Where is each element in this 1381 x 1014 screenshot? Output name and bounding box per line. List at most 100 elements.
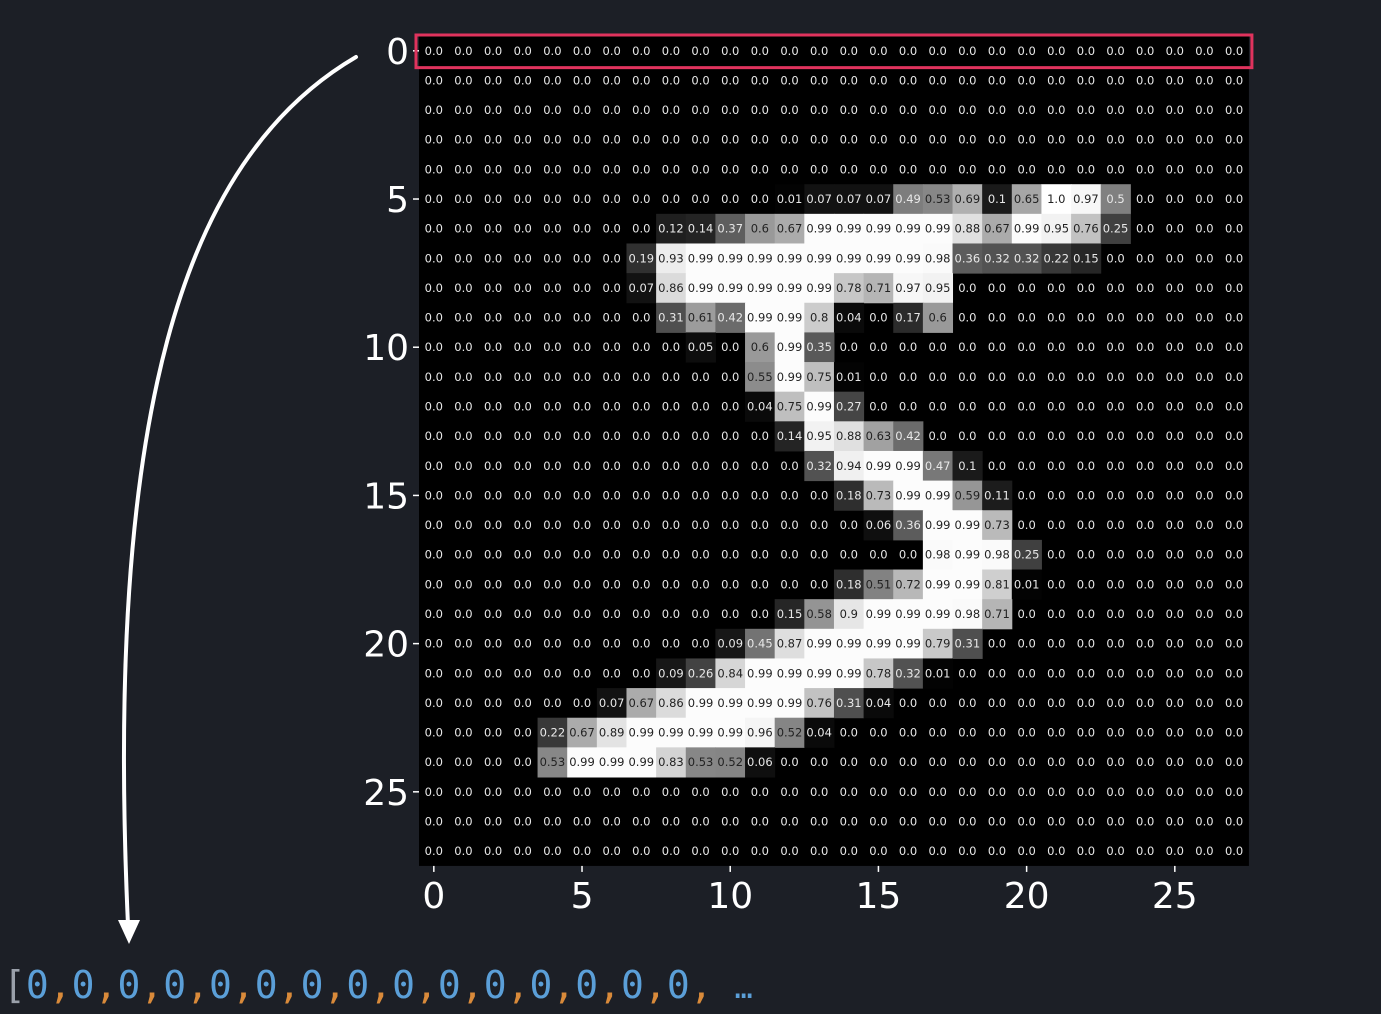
pixel-value-label: 0.0 xyxy=(514,548,532,562)
pixel-value-label: 0.0 xyxy=(632,311,650,325)
pixel-cell xyxy=(863,184,894,215)
pixel-value-label: 0.0 xyxy=(1136,488,1154,502)
pixel-value-label: 0.0 xyxy=(1106,44,1124,58)
pixel-value-label: 0.0 xyxy=(514,666,532,680)
pixel-value-label: 0.0 xyxy=(721,340,739,354)
pixel-value-label: 0.0 xyxy=(751,44,769,58)
pixel-value-label: 0.0 xyxy=(632,844,650,858)
pixel-cell xyxy=(833,391,865,422)
pixel-value-label: 0.0 xyxy=(484,488,502,502)
pixel-value-label: 0.0 xyxy=(573,696,591,710)
pixel-value-label: 0.0 xyxy=(1047,133,1065,147)
pixel-cell xyxy=(982,599,1013,630)
pixel-value-label: 0.0 xyxy=(454,281,472,295)
pixel-value-label: 0.0 xyxy=(929,696,947,710)
pixel-value-label: 0.0 xyxy=(662,162,680,176)
pixel-value-label: 0.0 xyxy=(1077,400,1095,414)
pixel-value-label: 0.0 xyxy=(425,607,443,621)
pixel-value-label: 0.0 xyxy=(929,133,947,147)
pixel-value-label: 0.98 xyxy=(984,548,1010,562)
pixel-cell xyxy=(893,421,924,452)
pixel-value-label: 0.0 xyxy=(1077,370,1095,384)
x-tick-label: 0 xyxy=(422,876,445,917)
pixel-value-label: 0.25 xyxy=(1014,548,1040,562)
pixel-value-label: 0.07 xyxy=(836,192,862,206)
pixel-cell xyxy=(893,213,924,244)
pixel-value-label: 0.0 xyxy=(1136,696,1154,710)
pixel-value-label: 0.99 xyxy=(806,637,832,651)
pixel-value-label: 0.99 xyxy=(895,637,921,651)
array-separator: , xyxy=(369,963,393,1007)
array-ellipsis: … xyxy=(734,971,753,1006)
pixel-cell xyxy=(804,599,835,630)
pixel-value-label: 0.0 xyxy=(573,370,591,384)
pixel-value-label: 0.99 xyxy=(717,696,743,710)
pixel-value-label: 0.99 xyxy=(866,459,892,473)
pixel-value-label: 0.0 xyxy=(603,192,621,206)
pixel-value-label: 0.0 xyxy=(662,844,680,858)
pixel-value-label: 0.59 xyxy=(955,488,981,502)
pixel-value-label: 0.25 xyxy=(1103,222,1129,236)
pixel-value-label: 0.0 xyxy=(691,548,709,562)
pixel-value-label: 0.0 xyxy=(543,429,561,443)
pixel-value-label: 0.0 xyxy=(603,133,621,147)
pixel-value-label: 0.0 xyxy=(454,607,472,621)
array-value: 0 xyxy=(575,963,599,1007)
pixel-cell xyxy=(1041,213,1072,244)
pixel-value-label: 0.0 xyxy=(1017,370,1035,384)
pixel-value-label: 0.0 xyxy=(514,192,532,206)
pixel-value-label: 0.0 xyxy=(632,518,650,532)
pixel-value-label: 0.0 xyxy=(1136,281,1154,295)
pixel-cell xyxy=(833,302,865,333)
pixel-value-label: 0.0 xyxy=(603,814,621,828)
array-separator: , xyxy=(689,963,713,1007)
pixel-value-label: 0.0 xyxy=(1047,400,1065,414)
array-value: 0 xyxy=(529,963,553,1007)
pixel-value-label: 0.0 xyxy=(1106,518,1124,532)
pixel-value-label: 0.0 xyxy=(810,548,828,562)
pixel-value-label: 0.99 xyxy=(806,400,832,414)
pixel-value-label: 0.0 xyxy=(662,577,680,591)
pixel-cell xyxy=(715,747,746,778)
pixel-value-label: 0.99 xyxy=(806,251,832,265)
row-0-highlight xyxy=(414,33,1254,70)
pixel-value-label: 0.0 xyxy=(603,637,621,651)
pixel-cell xyxy=(863,213,894,244)
pixel-value-label: 0.0 xyxy=(1136,577,1154,591)
pixel-value-label: 0.0 xyxy=(721,103,739,117)
pixel-value-label: 0.0 xyxy=(484,222,502,236)
pixel-value-label: 0.0 xyxy=(988,44,1006,58)
pixel-value-label: 0.0 xyxy=(484,814,502,828)
pixel-value-label: 0.0 xyxy=(840,133,858,147)
pixel-value-label: 0.0 xyxy=(780,73,798,87)
pixel-value-label: 0.0 xyxy=(603,844,621,858)
pixel-value-label: 0.0 xyxy=(1136,162,1154,176)
pixel-value-label: 0.0 xyxy=(899,785,917,799)
pixel-value-label: 0.0 xyxy=(988,400,1006,414)
pixel-value-label: 0.0 xyxy=(425,459,443,473)
pixel-value-label: 0.0 xyxy=(691,844,709,858)
pixel-cell xyxy=(745,213,776,244)
pixel-value-label: 0.0 xyxy=(1225,459,1243,473)
pixel-value-label: 0.0 xyxy=(454,429,472,443)
pixel-value-label: 0.0 xyxy=(721,488,739,502)
pixel-value-label: 0.61 xyxy=(688,311,714,325)
pixel-cell xyxy=(774,273,805,304)
pixel-value-label: 0.0 xyxy=(869,133,887,147)
pixel-value-label: 0.0 xyxy=(1106,281,1124,295)
pixel-value-label: 0.0 xyxy=(721,577,739,591)
pixel-value-label: 0.0 xyxy=(958,103,976,117)
pixel-value-label: 0.0 xyxy=(1017,814,1035,828)
pixel-value-label: 0.0 xyxy=(543,607,561,621)
pixel-cell xyxy=(922,450,954,482)
pixel-value-label: 0.0 xyxy=(454,518,472,532)
pixel-value-label: 0.67 xyxy=(984,222,1010,236)
pixel-value-label: 0.07 xyxy=(599,696,625,710)
pixel-cell xyxy=(804,628,835,659)
pixel-value-label: 0.0 xyxy=(721,429,739,443)
pixel-value-label: 0.0 xyxy=(929,73,947,87)
pixel-cell xyxy=(982,569,1013,600)
pixel-value-label: 0.99 xyxy=(777,311,803,325)
pixel-value-label: 0.0 xyxy=(1017,429,1035,443)
pixel-value-label: 0.0 xyxy=(780,755,798,769)
